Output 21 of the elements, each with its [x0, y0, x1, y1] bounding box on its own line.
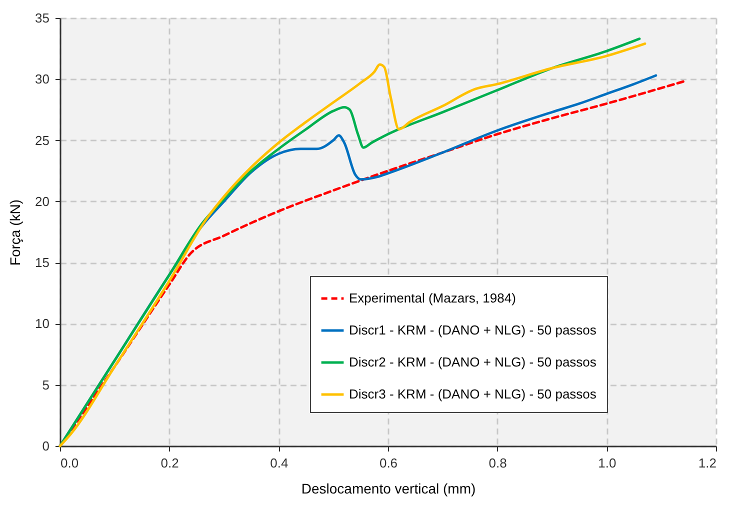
legend-label: Experimental (Mazars, 1984) — [349, 290, 516, 306]
x-tick-label: 0.0 — [60, 456, 79, 470]
y-tick-label: 25 — [35, 132, 50, 148]
y-tick-label: 30 — [35, 72, 50, 87]
y-tick-label: 10 — [35, 316, 50, 332]
x-axis-title: Deslocamento vertical (mm) — [301, 480, 476, 496]
y-tick-label: 0 — [42, 438, 50, 454]
legend-label: Discr2 - KRM - (DANO + NLG) - 50 passos — [349, 354, 597, 370]
x-tick-label: 0.6 — [379, 456, 398, 470]
y-axis-title: Força (kN) — [7, 199, 24, 266]
x-tick-label: 1.0 — [598, 456, 616, 470]
x-tick-label: 0.2 — [160, 456, 179, 470]
y-tick-label: 5 — [42, 377, 50, 392]
y-tick-label: 35 — [35, 10, 50, 26]
legend-label: Discr3 - KRM - (DANO + NLG) - 50 passos — [349, 386, 597, 402]
x-tick-label: 0.4 — [270, 456, 288, 470]
legend-label: Discr1 - KRM - (DANO + NLG) - 50 passos — [349, 322, 597, 338]
x-tick-label: 0.8 — [488, 456, 507, 470]
y-tick-label: 20 — [35, 194, 50, 209]
x-tick-label: 1.2 — [698, 456, 716, 470]
y-tick-label: 15 — [35, 255, 50, 270]
